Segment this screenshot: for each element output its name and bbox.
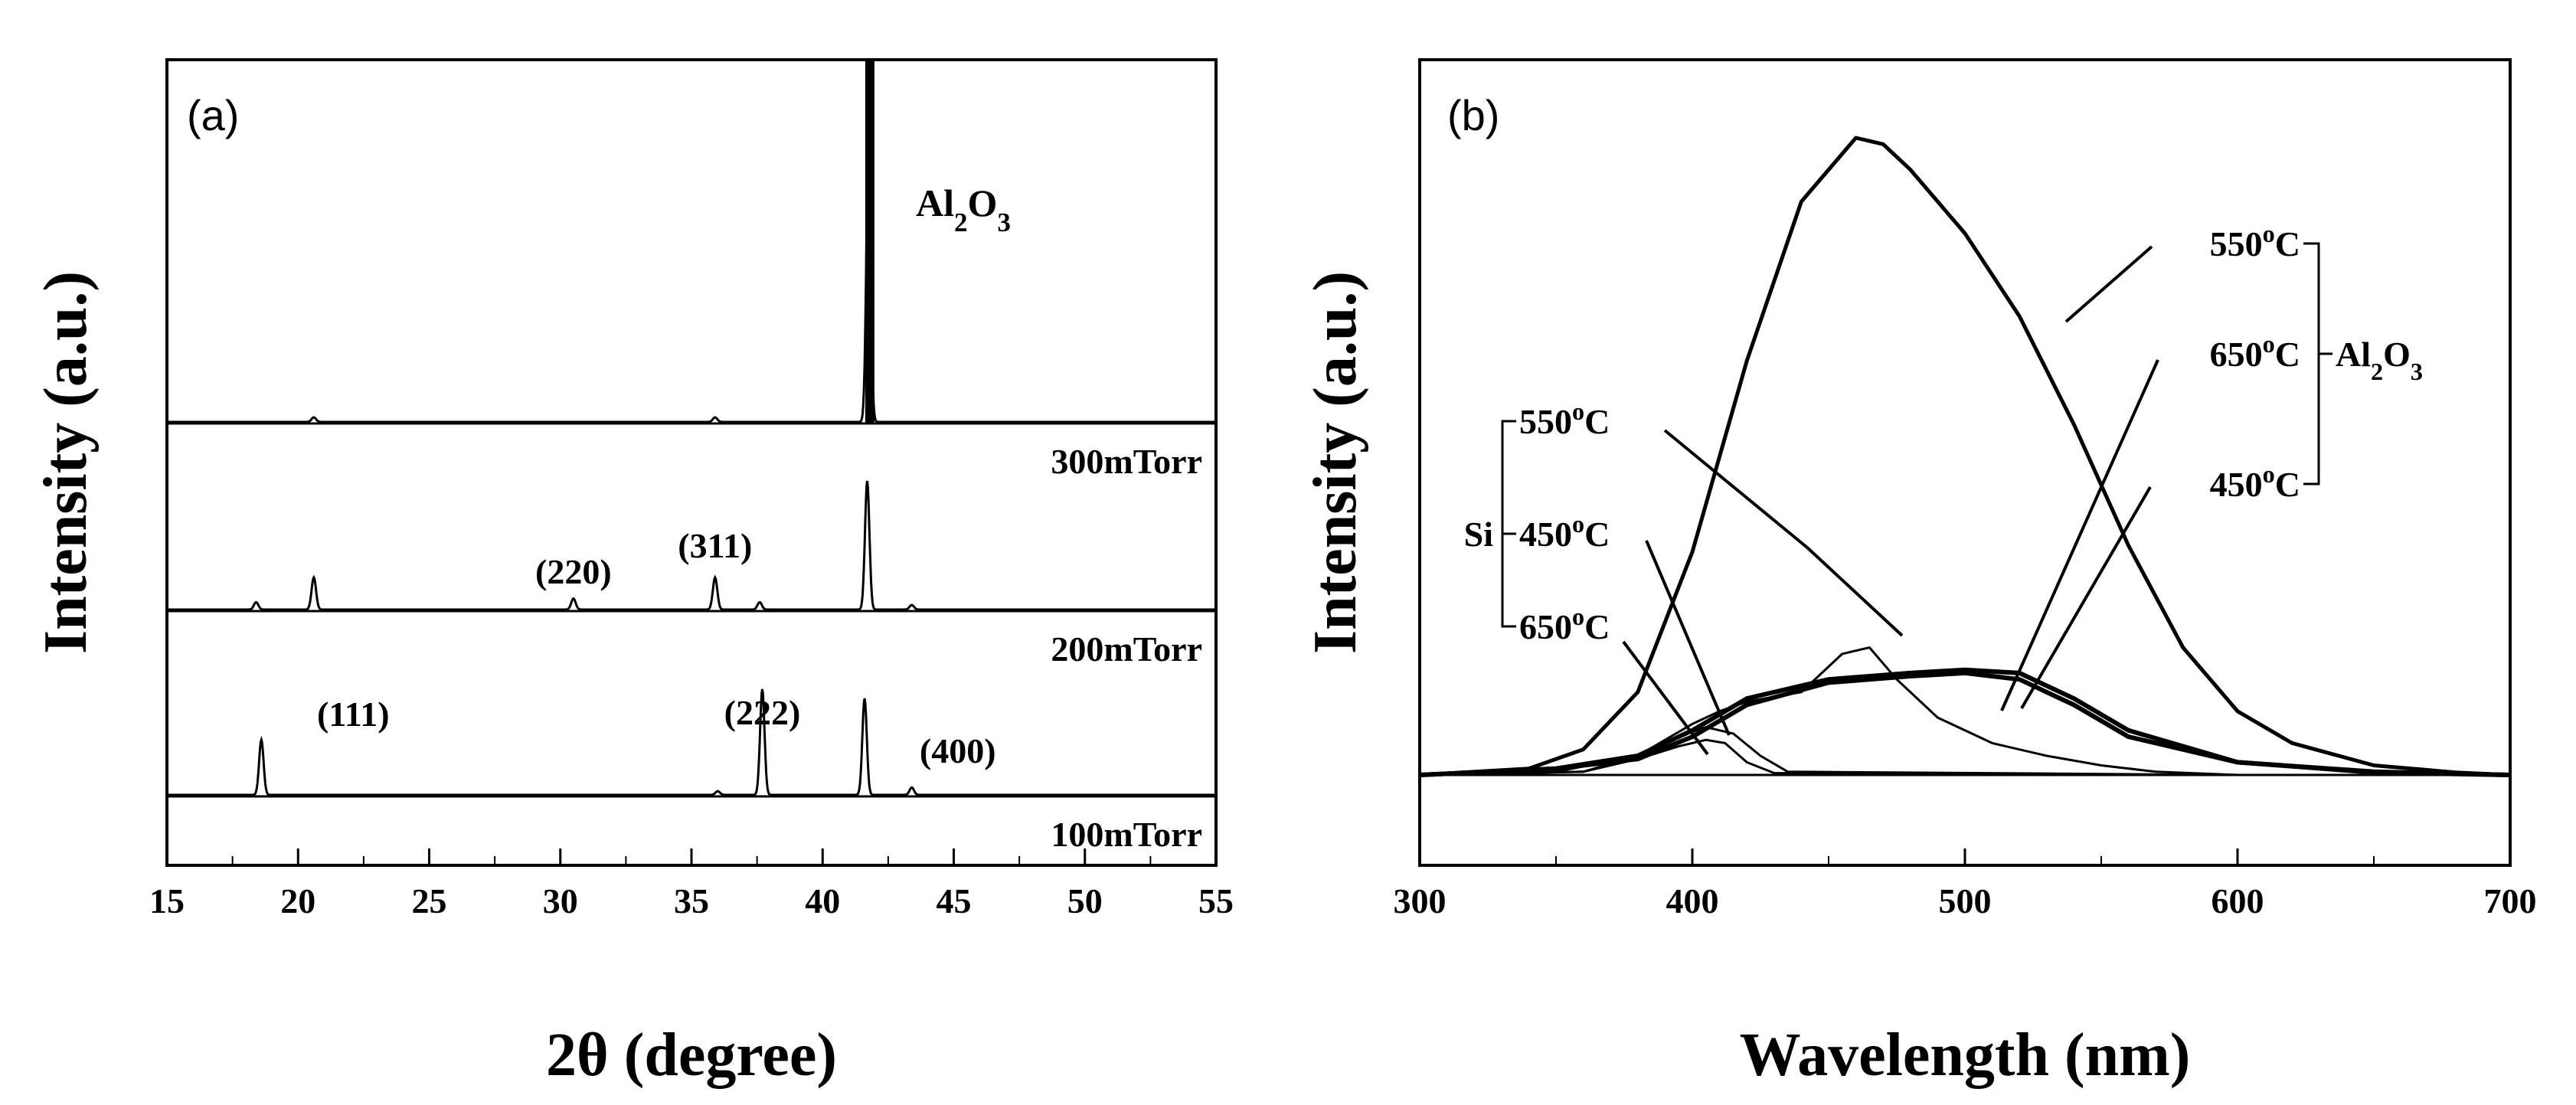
panel-label-b: (b) (1447, 91, 1499, 139)
legend-brackets: Si 550oC 450oC 650oC Al2O3 550oC 650oC 450oC (1464, 220, 2423, 756)
panel-label-a: (a) (187, 91, 239, 139)
xrd-curve-100mtorr (167, 688, 1216, 796)
x-axis-label-a: 2θ (degree) (546, 1022, 837, 1089)
si-550-pointer (1663, 429, 1809, 549)
x-tick-label-a-35: 35 (674, 881, 709, 920)
al2o3-550-pointer (2064, 245, 2153, 323)
x-tick-label-a-55: 55 (1198, 881, 1234, 920)
xrd-curve-300mtorr (167, 145, 1216, 423)
peak-label-220: (220) (535, 552, 612, 591)
x-tick-label-b-300: 300 (1394, 881, 1447, 920)
x-tick-label-a-50: 50 (1067, 881, 1103, 920)
x-ticks-b: 300 400 500 600 700 (1394, 848, 2537, 920)
al2o3-temp-550-c: 550oC (2210, 220, 2300, 263)
series-label-300mtorr: 300mTorr (1051, 442, 1202, 481)
peak-annotations: (111) (220) (311) (222) (400) (317, 526, 996, 770)
al2o3-650-pointer (2000, 359, 2159, 711)
panel-b: 300 400 500 600 700 Si 550oC 450oC 650oC Al2O3 55… (1302, 58, 2537, 1089)
peak-label-311: (311) (678, 526, 752, 565)
pl-curves (1419, 136, 2511, 777)
si-temp-650-c: 650oC (1519, 603, 1610, 646)
panel-a: 15 20 25 30 35 40 45 50 55 100mTorr 200mTorr 300mT… (32, 58, 1234, 1089)
series-label-200mtorr: 200mTorr (1051, 629, 1202, 669)
x-axis-label-b: Wavelength (nm) (1740, 1022, 2191, 1089)
al2o3-temp-650-c: 650oC (2210, 330, 2300, 374)
si-group-label: Si (1464, 515, 1494, 554)
y-axis-label-a: Intensity (a.u.) (32, 271, 100, 654)
x-ticks-a: 15 20 25 30 35 40 45 50 55 (149, 848, 1234, 920)
x-tick-label-a-15: 15 (149, 881, 185, 920)
peak-label-400: (400) (920, 731, 996, 770)
si-550-pointer-b (1806, 546, 1904, 637)
al2o3-450-pointer (2020, 485, 2152, 710)
x-tick-label-b-500: 500 (1939, 881, 1992, 920)
pl-curve-al2o3-550-c (1419, 136, 2511, 777)
si-temp-550-c: 550oC (1519, 397, 1610, 441)
x-tick-label-a-30: 30 (543, 881, 578, 920)
peak-label-111: (111) (317, 695, 390, 734)
x-tick-label-b-400: 400 (1666, 881, 1719, 920)
series-label-100mtorr: 100mTorr (1051, 815, 1202, 854)
si-450-pointer (1645, 540, 1731, 736)
si-temp-450-c: 450oC (1519, 510, 1610, 554)
si-650-pointer (1622, 640, 1709, 756)
xrd-curve-200mtorr (167, 480, 1216, 611)
pl-curve-si-550-c (1419, 646, 2510, 776)
x-tick-label-b-600: 600 (2212, 881, 2264, 920)
si-bracket (1501, 420, 1516, 628)
x-tick-label-a-20: 20 (280, 881, 315, 920)
al2o3-label-a: Al2O3 (916, 181, 1011, 237)
x-tick-label-a-45: 45 (937, 881, 972, 920)
xrd-curves: 100mTorr 200mTorr 300mTorr (167, 61, 1216, 854)
al2o3-group-label: Al2O3 (2336, 335, 2423, 385)
x-tick-label-a-25: 25 (412, 881, 447, 920)
peak-label-222: (222) (724, 693, 801, 732)
x-tick-label-b-700: 700 (2484, 881, 2537, 920)
al2o3-temp-450-c: 450oC (2210, 460, 2300, 504)
al2o3-bracket (2303, 242, 2320, 485)
y-axis-label-b: Intensity (a.u.) (1302, 271, 1369, 654)
pl-curve-si-650-c (1419, 738, 2510, 776)
x-tick-label-a-40: 40 (805, 881, 840, 920)
plot-frame-b (1418, 58, 2512, 867)
